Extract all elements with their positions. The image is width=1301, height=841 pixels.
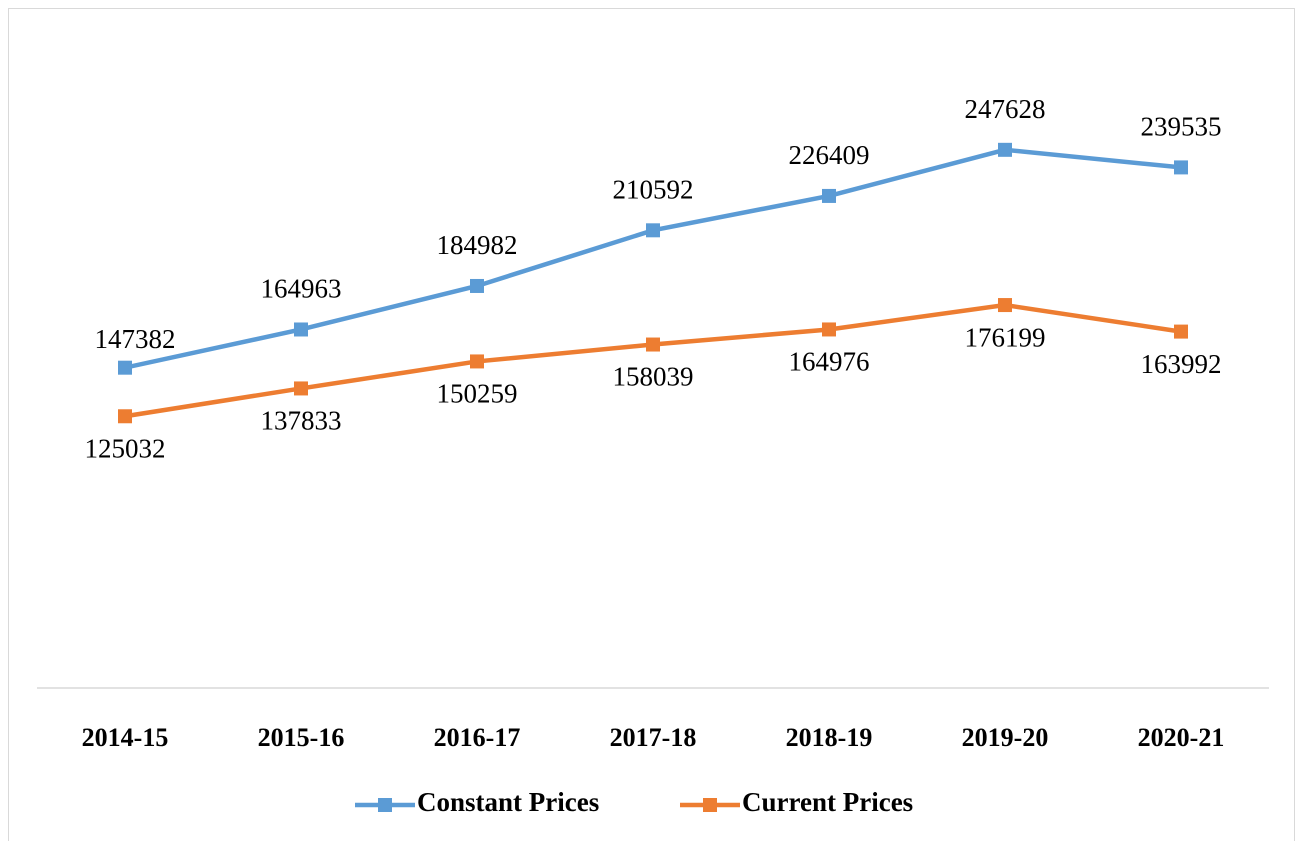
marker — [1174, 160, 1188, 175]
marker — [646, 337, 660, 352]
legend-marker — [703, 798, 717, 812]
marker — [294, 322, 308, 337]
data-label: 184982 — [437, 230, 518, 260]
marker — [294, 381, 308, 396]
x-tick-label: 2016-17 — [434, 723, 521, 752]
x-tick-label: 2017-18 — [610, 723, 697, 752]
marker — [822, 188, 836, 203]
legend-marker — [378, 798, 392, 812]
legend-label: Constant Prices — [417, 787, 599, 817]
data-label: 176199 — [965, 322, 1046, 352]
x-tick-label: 2020-21 — [1138, 723, 1225, 752]
data-label: 125032 — [85, 433, 166, 463]
data-label: 150259 — [437, 379, 518, 409]
marker — [470, 278, 484, 293]
data-label: 164976 — [789, 347, 870, 377]
chart-border — [8, 8, 1295, 841]
marker — [998, 298, 1012, 313]
data-label: 163992 — [1141, 349, 1222, 379]
marker — [822, 322, 836, 337]
x-tick-label: 2018-19 — [786, 723, 873, 752]
data-label: 210592 — [613, 175, 694, 205]
data-label: 247628 — [965, 94, 1046, 124]
marker — [646, 223, 660, 238]
marker — [470, 354, 484, 369]
x-tick-label: 2014-15 — [82, 723, 169, 752]
marker — [998, 142, 1012, 157]
marker — [118, 360, 132, 375]
legend-label: Current Prices — [742, 787, 913, 817]
data-label: 239535 — [1141, 112, 1222, 142]
marker — [1174, 324, 1188, 339]
marker — [118, 409, 132, 424]
x-tick-label: 2015-16 — [258, 723, 345, 752]
data-label: 137833 — [261, 406, 342, 436]
data-label: 158039 — [613, 362, 694, 392]
data-label: 147382 — [95, 324, 176, 354]
x-tick-label: 2019-20 — [962, 723, 1049, 752]
data-label: 164963 — [261, 274, 342, 304]
data-label: 226409 — [789, 140, 870, 170]
